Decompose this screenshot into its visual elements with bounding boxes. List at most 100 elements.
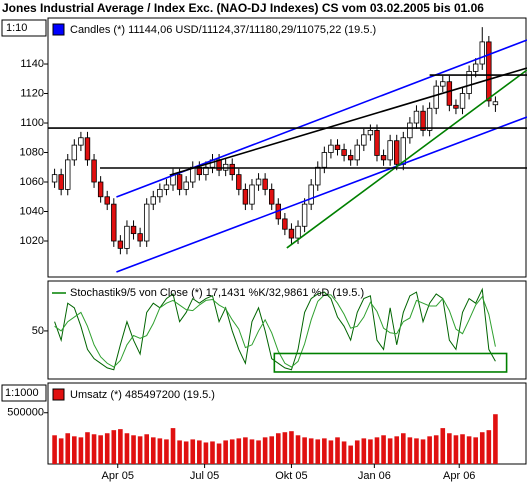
candle-body <box>486 41 492 102</box>
volume-bar <box>118 429 123 464</box>
candle-body <box>51 174 58 183</box>
volume-bar <box>210 441 215 464</box>
y-tick-label: 1080 <box>20 146 44 158</box>
volume-bar <box>137 436 143 464</box>
scale-box <box>1 19 47 37</box>
volume-bar <box>249 439 255 464</box>
candle-body <box>236 174 242 190</box>
scale-label: 1:10 <box>6 22 27 34</box>
volume-bar <box>98 435 103 464</box>
volume-bar <box>466 436 472 464</box>
candle-body <box>407 122 413 139</box>
candle-body <box>176 174 183 190</box>
volume-bar <box>315 439 321 464</box>
volume-bar <box>164 439 169 464</box>
candle-body <box>183 181 189 190</box>
volume-bar <box>302 437 307 464</box>
volume-bar <box>183 441 189 464</box>
trend-line <box>169 67 527 176</box>
volume-bar <box>328 440 334 464</box>
volume-bar <box>131 435 136 464</box>
volume-bar <box>78 437 84 464</box>
legend-swatch <box>52 23 65 36</box>
candle-body <box>157 188 163 198</box>
candle-body <box>334 144 341 150</box>
candle-body <box>104 196 110 205</box>
candle-body <box>58 174 64 190</box>
candle-body <box>249 184 255 205</box>
trend-line <box>286 69 527 249</box>
volume-bar <box>374 437 380 464</box>
candle-body <box>328 144 334 153</box>
scale-box <box>1 384 47 402</box>
candle-body <box>479 41 485 65</box>
legend-label: Stochastik9/5 von Close (*) 17,1431 %K/3… <box>70 287 364 299</box>
volume-bar <box>381 435 386 464</box>
plot-area <box>52 414 498 464</box>
candle-body <box>453 104 459 109</box>
volume-bar <box>479 432 485 464</box>
candle-body <box>440 81 446 87</box>
volume-bar <box>407 437 413 464</box>
y-tick-label: 1100 <box>20 117 44 129</box>
volume-bar <box>269 436 275 464</box>
volume-bar <box>322 438 327 464</box>
volume-bar <box>400 433 406 464</box>
candle-body <box>150 196 156 205</box>
candle-body <box>111 203 117 242</box>
trend-line <box>116 116 527 273</box>
legend-swatch <box>52 388 65 401</box>
volume-bar <box>197 440 202 464</box>
volume-bar <box>387 438 393 464</box>
volume-bar <box>440 428 446 464</box>
volume-bar <box>341 441 347 464</box>
volume-bar <box>414 438 419 464</box>
candle-body <box>84 137 91 161</box>
volume-bar <box>52 435 57 464</box>
candle-body <box>472 63 479 72</box>
candle-body <box>466 70 472 94</box>
legend-label: Candles (*) 11144,06 USD/11124,37/11180,… <box>70 24 376 36</box>
candle-body <box>262 178 268 190</box>
volume-bar <box>111 430 117 464</box>
candle-body <box>124 225 130 249</box>
candle-body <box>459 93 466 109</box>
candle-body <box>374 129 380 156</box>
scale-label: 1:1000 <box>5 387 39 399</box>
volume-bar <box>236 438 242 464</box>
volume-bar <box>289 431 294 464</box>
volume-bar <box>460 434 465 464</box>
volume-bar <box>229 439 235 464</box>
candle-body <box>446 81 453 106</box>
y-tick-label: 500000 <box>7 407 44 419</box>
volume-bar <box>262 437 268 464</box>
volume-bar <box>433 435 439 464</box>
volume-bar <box>493 414 498 464</box>
candle-body <box>288 228 295 239</box>
volume-bar <box>368 439 373 464</box>
candle-body <box>308 184 314 205</box>
candle-body <box>91 159 97 183</box>
volume-bar <box>150 437 156 464</box>
candle-body <box>78 137 84 146</box>
price-panel <box>47 17 527 278</box>
candle-body <box>413 110 420 124</box>
y-tick-label: 1040 <box>20 205 44 217</box>
volume-bar <box>275 433 281 464</box>
candle-body <box>354 144 360 161</box>
candle-body <box>387 140 393 161</box>
candle-body <box>341 149 347 156</box>
volume-bar <box>124 433 130 464</box>
y-tick-label: 1140 <box>20 58 44 70</box>
candle-body <box>65 159 71 190</box>
legend-label: Umsatz (*) 485497200 (19.5.) <box>70 389 215 401</box>
candle-body <box>420 110 426 131</box>
candle-body <box>269 188 275 205</box>
candle-body <box>433 85 439 109</box>
x-tick-label: Okt 05 <box>275 470 307 482</box>
volume-bar <box>354 440 360 464</box>
candle-body <box>97 181 104 198</box>
volume-bar <box>394 436 400 464</box>
